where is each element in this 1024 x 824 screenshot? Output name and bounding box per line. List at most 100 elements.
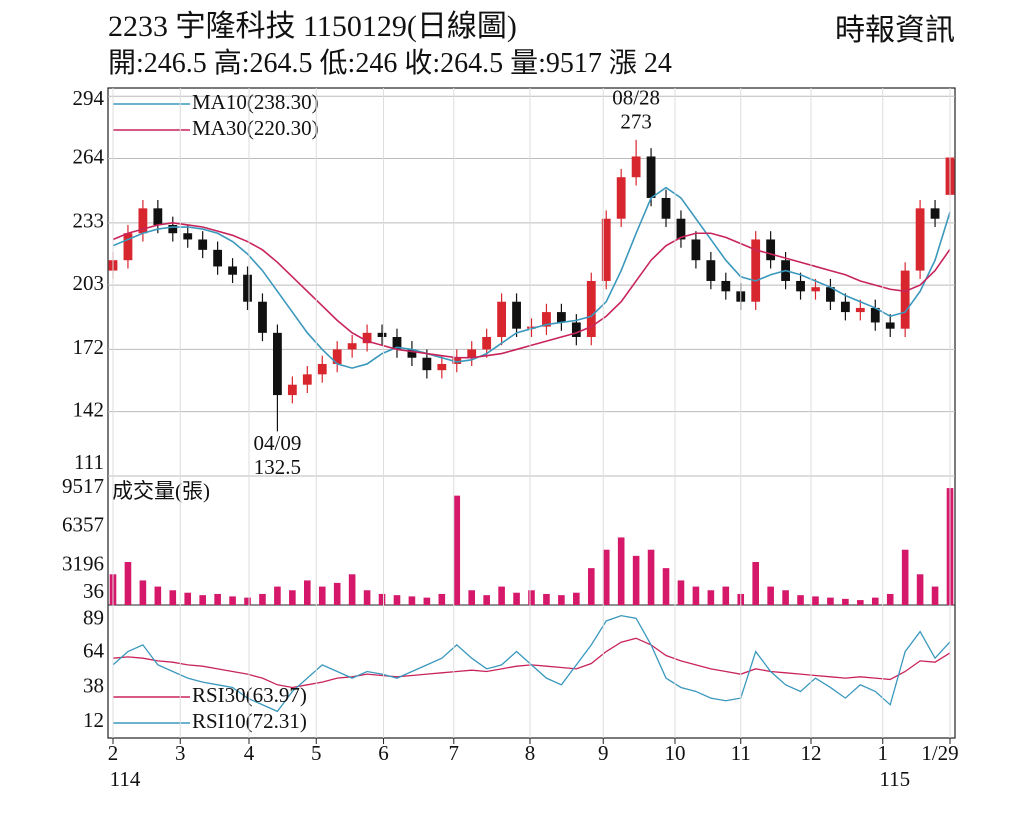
candle-body (646, 156, 656, 198)
y-tick-label: 111 (74, 450, 104, 474)
candle-body (930, 208, 940, 219)
volume-bar (677, 580, 685, 605)
x-tick-label: 8 (525, 741, 536, 765)
candle-body (213, 249, 223, 267)
candle-body (721, 280, 731, 292)
candle-body (332, 349, 342, 364)
candle-body (168, 224, 178, 234)
candle-body (527, 326, 536, 329)
volume-bar (662, 568, 670, 605)
volume-bar (498, 586, 505, 605)
candle-body (302, 374, 312, 385)
volume-bar (812, 596, 819, 605)
volume-bar (632, 555, 640, 605)
volume-bar (318, 586, 326, 605)
quote: 開:246.5 高:264.5 低:246 收:264.5 量:9517 漲 2… (108, 47, 672, 79)
candle-body (855, 307, 865, 313)
y-tick-label: 38 (83, 673, 104, 697)
volume-bar (453, 495, 461, 605)
volume-bar (886, 593, 894, 605)
volume-bar (139, 580, 147, 605)
candle-body (885, 322, 895, 329)
y-tick-label: 203 (73, 271, 105, 295)
volume-bar (782, 590, 789, 605)
x-tick-label: 3 (175, 741, 186, 765)
candle-body (452, 357, 462, 364)
x-tick-label: 7 (449, 741, 460, 765)
candle-body (542, 312, 551, 327)
volume-bar (154, 586, 162, 605)
volume-bar (827, 597, 834, 605)
y-tick-label: 172 (73, 335, 105, 359)
volume-bar (647, 549, 655, 605)
ma-line (112, 186, 951, 369)
x-tick-label: 1 (877, 741, 888, 765)
candle-body (811, 287, 820, 292)
peak-date: 08/28 (612, 86, 660, 110)
candle-body (586, 280, 596, 337)
volume-bar (303, 580, 311, 605)
volume-bar (289, 590, 296, 605)
volume-bar (857, 600, 864, 605)
candle-body (153, 208, 163, 225)
candle-body (915, 208, 925, 271)
volume-title: 成交量(張) (112, 479, 210, 503)
volume-bar (558, 595, 565, 605)
volume-bar (199, 595, 206, 605)
y-tick-label: 64 (83, 639, 105, 663)
candle-body (826, 287, 835, 302)
volume-bar (931, 586, 939, 605)
candle-body (661, 197, 671, 219)
volume-bar (408, 596, 416, 605)
volume-bar (797, 595, 804, 605)
candle-body (676, 218, 686, 240)
candle-body (766, 239, 776, 261)
candle-body (601, 218, 611, 281)
y-tick-label: 3196 (62, 552, 104, 576)
x-tick-label: 5 (311, 741, 322, 765)
volume-bar (528, 590, 535, 605)
x-tick-label: 4 (244, 741, 255, 765)
volume-bar (274, 586, 281, 605)
candle-body (183, 233, 193, 240)
volume-bar (229, 596, 236, 605)
candle-body (437, 363, 447, 371)
candle-body (243, 274, 252, 302)
volume-bar (842, 598, 849, 605)
volume-bar (124, 562, 132, 605)
x-sublabel: 114 (110, 767, 141, 791)
candle-body (407, 349, 417, 358)
candle-body (347, 343, 357, 350)
volume-bar (543, 593, 550, 605)
volume-bar (259, 593, 266, 605)
candle-body (362, 332, 372, 344)
y-tick-label: 89 (83, 605, 104, 629)
candle-body (138, 208, 148, 234)
volume-bar (573, 592, 580, 605)
y-tick-label: 233 (73, 209, 105, 233)
x-tick-label: 10 (664, 741, 685, 765)
candle-body (512, 301, 521, 329)
candle-body (123, 233, 133, 261)
candle-body (870, 307, 880, 323)
x-tick-label: 6 (378, 741, 389, 765)
source: 時報資訊 (835, 14, 955, 47)
volume-bar (333, 582, 341, 605)
candle-body (571, 322, 581, 337)
volume-bar (901, 549, 909, 605)
candle-body (840, 301, 850, 313)
x-sublabel: 115 (879, 767, 910, 791)
volume-bar (752, 562, 760, 605)
volume-bar (363, 590, 371, 605)
y-tick-label: 6357 (62, 513, 104, 537)
candle-body (287, 384, 297, 396)
volume-bar (692, 586, 700, 605)
volume-bar (393, 595, 401, 605)
y-tick-label: 9517 (62, 474, 104, 498)
ma-line (112, 222, 951, 359)
x-tick-label: 11 (731, 741, 751, 765)
candle-body (706, 260, 716, 281)
trough-value: 132.5 (254, 455, 301, 479)
candle-body (900, 270, 910, 329)
